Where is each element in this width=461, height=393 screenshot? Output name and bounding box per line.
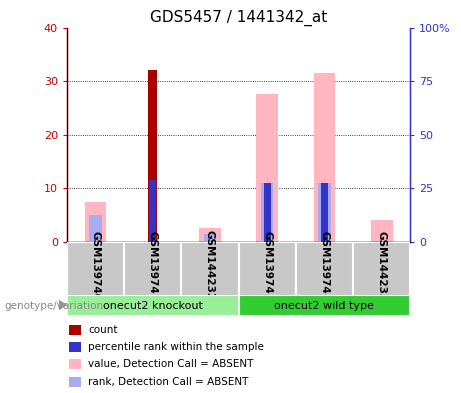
- Bar: [264, 183, 271, 242]
- Bar: [239, 242, 296, 297]
- Bar: [67, 295, 239, 316]
- Text: percentile rank within the sample: percentile rank within the sample: [89, 342, 264, 352]
- Bar: [148, 70, 157, 242]
- Title: GDS5457 / 1441342_at: GDS5457 / 1441342_at: [150, 10, 327, 26]
- Bar: [69, 359, 81, 369]
- Bar: [296, 242, 353, 297]
- Bar: [69, 342, 81, 352]
- Bar: [204, 234, 216, 242]
- Bar: [69, 325, 81, 335]
- Bar: [181, 242, 239, 297]
- Bar: [318, 183, 331, 242]
- Bar: [124, 242, 181, 297]
- Bar: [149, 180, 156, 242]
- Bar: [199, 228, 221, 242]
- Bar: [256, 94, 278, 242]
- Text: genotype/variation: genotype/variation: [5, 301, 104, 311]
- Text: value, Detection Call = ABSENT: value, Detection Call = ABSENT: [89, 359, 254, 369]
- Text: onecut2 knockout: onecut2 knockout: [103, 301, 203, 310]
- Bar: [321, 183, 328, 242]
- Text: GSM1397411: GSM1397411: [262, 231, 272, 308]
- Bar: [261, 183, 273, 242]
- Bar: [239, 295, 410, 316]
- Bar: [69, 377, 81, 387]
- Text: onecut2 wild type: onecut2 wild type: [274, 301, 374, 310]
- Bar: [313, 73, 335, 242]
- Polygon shape: [59, 300, 67, 310]
- Bar: [371, 220, 393, 242]
- Text: GSM1442337: GSM1442337: [205, 230, 215, 308]
- Text: count: count: [89, 325, 118, 335]
- Text: GSM1397410: GSM1397410: [148, 231, 158, 308]
- Bar: [89, 215, 102, 242]
- Text: GSM1442336: GSM1442336: [377, 231, 387, 308]
- Bar: [353, 242, 410, 297]
- Bar: [67, 242, 124, 297]
- Text: GSM1397409: GSM1397409: [90, 231, 100, 308]
- Bar: [84, 202, 106, 242]
- Text: GSM1397412: GSM1397412: [319, 231, 330, 308]
- Text: rank, Detection Call = ABSENT: rank, Detection Call = ABSENT: [89, 377, 248, 387]
